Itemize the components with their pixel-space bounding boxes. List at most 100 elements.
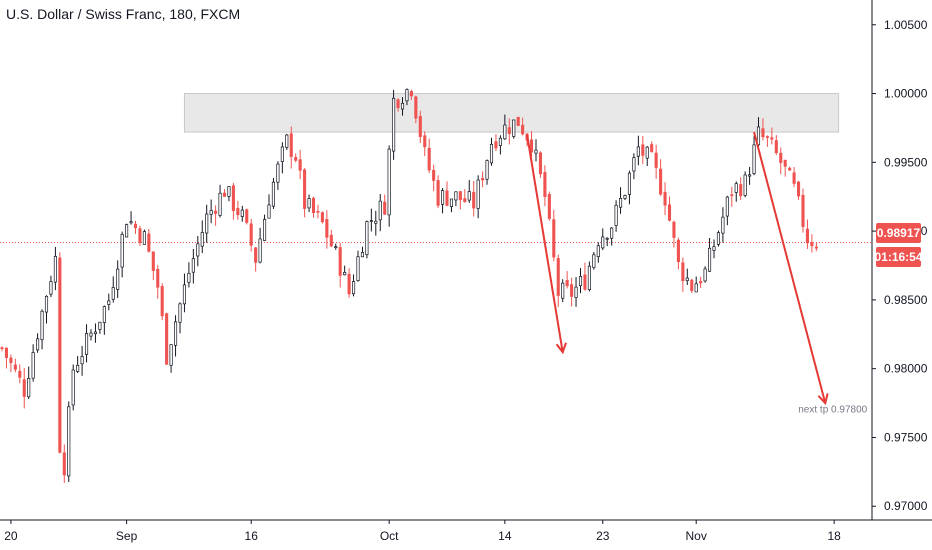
candle-body (4, 347, 9, 358)
candle (307, 194, 311, 213)
y-tick-label: 1.00500 (884, 18, 928, 32)
candle-body (294, 157, 298, 161)
candle-body (147, 233, 151, 252)
candle-body (645, 146, 649, 159)
candle-body (556, 258, 560, 296)
candle (516, 116, 520, 126)
candle (681, 257, 685, 292)
candle (169, 344, 173, 373)
candle-body (458, 191, 462, 201)
candle-body (614, 204, 618, 226)
y-tick-label: 0.98000 (884, 362, 928, 376)
candle (58, 252, 62, 454)
candle (182, 273, 187, 313)
candle (214, 205, 218, 226)
candle-body (739, 184, 743, 197)
candle (810, 234, 814, 253)
candle (165, 312, 169, 366)
candle-body (311, 197, 316, 214)
candle (534, 139, 538, 162)
candle (236, 200, 240, 220)
candle-body (445, 190, 449, 206)
candle-body (543, 172, 547, 197)
candles (0, 88, 818, 483)
candle (392, 89, 396, 160)
candle (623, 194, 627, 201)
candle (574, 277, 578, 307)
candle-body (561, 282, 565, 299)
candle (338, 243, 342, 288)
candle-body (187, 272, 191, 283)
candle-body (249, 223, 253, 246)
candle (263, 214, 267, 241)
candle-body (685, 277, 689, 282)
candle-body (347, 273, 351, 295)
candle-body (552, 219, 556, 258)
candle (409, 89, 413, 100)
candle (432, 164, 436, 192)
candle-body (98, 321, 102, 330)
chart-title: U.S. Dollar / Swiss Franc, 180, FXCM (6, 6, 241, 22)
candle-body (378, 200, 382, 221)
candle-body (227, 186, 231, 197)
candle-body (133, 223, 138, 229)
candle (783, 159, 787, 177)
candle (0, 346, 4, 352)
candle-body (120, 234, 124, 268)
candle-body (498, 137, 502, 146)
candle-body (343, 271, 347, 276)
candle-body (196, 243, 200, 257)
candle-body (641, 144, 645, 156)
candle (125, 223, 129, 238)
candle-body (681, 262, 685, 282)
candle-body (240, 209, 244, 217)
arrow-head (817, 393, 829, 406)
candle-body (80, 356, 84, 365)
candle (445, 181, 449, 207)
candle (614, 200, 618, 232)
candle (529, 131, 534, 161)
candle-body (116, 268, 120, 290)
candle (481, 171, 485, 188)
candle (796, 180, 801, 200)
candle-body (601, 236, 605, 249)
candle (748, 166, 752, 185)
candle (756, 117, 761, 151)
candle-body (254, 247, 258, 263)
candle (734, 181, 738, 202)
candle (547, 191, 551, 221)
candle-body (574, 286, 578, 298)
candle-body (650, 144, 654, 153)
candle (369, 208, 373, 232)
candle (325, 210, 329, 249)
candle (36, 333, 40, 353)
candle (538, 151, 543, 178)
candle-body (748, 174, 752, 177)
resistance-zone (183, 93, 840, 133)
candle (147, 228, 151, 253)
target-arrow (753, 131, 829, 406)
candle-body (36, 338, 40, 351)
candle (739, 177, 743, 200)
candle-body (396, 99, 400, 109)
y-tick-label: 0.97000 (884, 499, 928, 513)
candle (601, 228, 605, 251)
candle-body (716, 232, 721, 245)
candle-body (587, 265, 591, 290)
candle (458, 191, 462, 210)
candle (303, 168, 307, 218)
candle (280, 142, 284, 174)
candle (111, 276, 115, 303)
candle (596, 242, 600, 263)
last-price-tag: 0.98917 (876, 223, 921, 243)
candle (467, 180, 471, 203)
candle (120, 231, 124, 278)
candle-body (307, 198, 311, 209)
candle-body (796, 181, 801, 197)
candle-body (503, 124, 507, 140)
plot-area[interactable] (0, 88, 872, 483)
candle-body (174, 321, 178, 346)
candle-body (409, 91, 413, 97)
candle (636, 135, 640, 166)
